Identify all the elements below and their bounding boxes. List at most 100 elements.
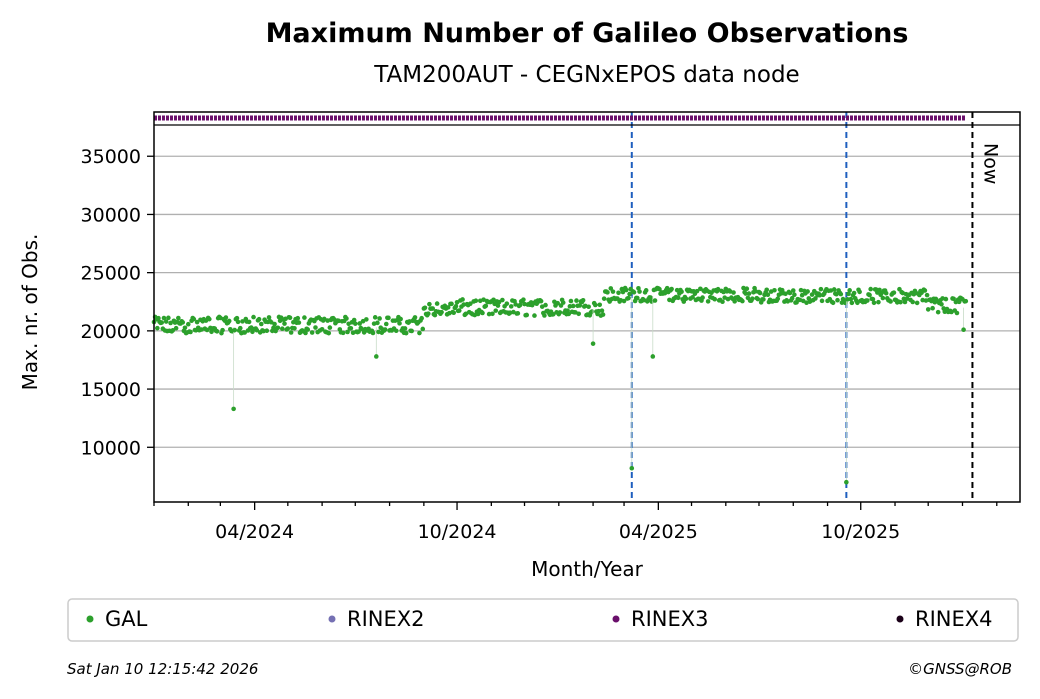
gal-point (292, 325, 297, 331)
gal-point (657, 286, 662, 292)
gal-point (348, 325, 354, 331)
gal-point (669, 286, 674, 292)
gal-point (370, 330, 376, 336)
y-ticks: 10000 15000 20000 25000 30000 35000 (81, 146, 154, 459)
gal-point (765, 292, 771, 298)
grid-lines (154, 155, 1020, 448)
gal-point (870, 296, 876, 302)
gal-point (787, 290, 793, 296)
gal-point (161, 315, 167, 321)
gal-point (207, 316, 212, 322)
gal-point (258, 321, 264, 327)
gal-point (422, 305, 428, 311)
legend-label-rinex4: RINEX4 (915, 607, 993, 631)
gal-point (694, 288, 700, 294)
gal-point (398, 316, 403, 322)
gal-point (226, 318, 232, 324)
y-tick-label: 25000 (81, 263, 141, 285)
gal-point (237, 325, 243, 331)
gal-point (417, 330, 422, 336)
gal-point (264, 328, 270, 334)
footer-copyright: ©GNSS@ROB (908, 660, 1012, 678)
gal-point (456, 308, 462, 313)
gal-point (419, 315, 424, 321)
gal-point (743, 291, 749, 296)
gal-point (340, 330, 346, 336)
gal-point (439, 309, 444, 315)
gal-point (705, 299, 711, 304)
gal-point (813, 296, 818, 301)
gal-point (792, 292, 797, 297)
gal-point (876, 299, 881, 305)
gal-point (851, 290, 857, 296)
gal-point (620, 289, 626, 295)
gal-point (475, 311, 481, 317)
plot-frame (153, 111, 1021, 503)
legend-marker-rinex4 (896, 615, 904, 623)
gal-point (868, 286, 873, 292)
gal-point (386, 315, 391, 321)
gal-point (271, 325, 276, 331)
gal-point (483, 303, 489, 309)
gal-point (838, 291, 844, 297)
gal-point (750, 296, 755, 302)
gal-point (173, 325, 179, 331)
gal-point (156, 315, 161, 321)
gal-point (402, 326, 408, 331)
gal-point (902, 299, 908, 305)
gal-point (629, 465, 635, 471)
gal-point (356, 329, 361, 334)
y-tick-label: 30000 (81, 204, 141, 226)
gal-point (508, 304, 514, 309)
gal-point (185, 321, 191, 327)
gal-point (627, 291, 632, 297)
gal-point (910, 299, 916, 305)
gal-points (151, 285, 969, 485)
gal-point (700, 295, 705, 300)
gal-point (246, 319, 252, 325)
gal-point (397, 321, 402, 326)
gal-point (275, 325, 281, 331)
y-tick-label: 10000 (81, 437, 141, 459)
gal-point (956, 299, 962, 305)
gal-point (555, 300, 560, 306)
gal-point (176, 315, 181, 321)
gal-point (345, 329, 350, 335)
gal-point (775, 296, 781, 301)
gal-point (473, 298, 479, 303)
gal-point (961, 327, 966, 333)
gal-point (590, 341, 596, 346)
legend-box (67, 598, 1019, 642)
gal-point (599, 308, 605, 313)
gal-point (445, 305, 451, 310)
gal-point (288, 330, 294, 335)
gal-point (566, 311, 572, 317)
gal-point (375, 320, 380, 326)
gal-point (924, 292, 930, 298)
gal-point (500, 297, 505, 303)
gal-point (601, 296, 607, 301)
gal-point (383, 321, 389, 327)
gal-point (490, 311, 495, 317)
gal-point (720, 299, 725, 305)
gal-point (188, 329, 193, 335)
chart-title: Maximum Number of Galileo Observations (266, 18, 909, 49)
gal-point (234, 315, 240, 321)
gal-point (683, 296, 689, 301)
gal-point (674, 287, 680, 293)
gal-point (731, 290, 736, 295)
gal-point (580, 297, 586, 303)
gal-point (865, 298, 870, 303)
gal-point (451, 310, 457, 316)
gal-point (204, 327, 210, 333)
gal-point (486, 311, 492, 317)
gal-point (744, 286, 750, 291)
gal-point (857, 289, 862, 295)
gal-point (409, 328, 414, 334)
gal-point (326, 330, 332, 336)
gal-point (963, 298, 969, 304)
gal-point (377, 316, 382, 321)
x-tick-label: 04/2024 (215, 521, 294, 543)
gal-point (254, 327, 260, 333)
